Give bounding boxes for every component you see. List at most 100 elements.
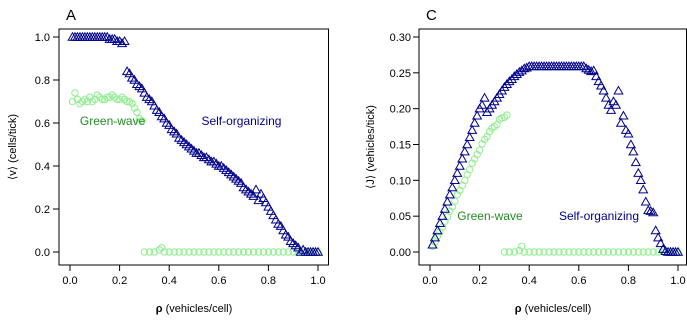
circle-point: [565, 248, 573, 256]
circle-point: [585, 248, 593, 256]
y-axis-label: ⟨v⟩ (cells/tick): [7, 114, 19, 180]
y-tick-label: 0.30: [390, 32, 411, 44]
triangle-point: [645, 205, 656, 215]
series-self-organizing: [427, 61, 684, 256]
x-tick-label: 0.4: [522, 275, 537, 287]
circle-point: [475, 146, 484, 154]
y-tick-label: 0.2: [35, 204, 50, 216]
panel-label: C: [426, 7, 437, 24]
x-tick-label: 1.0: [670, 275, 685, 287]
triangle-point: [288, 238, 299, 248]
triangle-point: [208, 156, 220, 166]
circle-point: [644, 248, 652, 256]
triangle-point: [625, 139, 637, 149]
triangle-point: [476, 99, 488, 109]
circle-point: [195, 248, 203, 256]
circle-point: [105, 93, 114, 101]
triangle-point: [586, 66, 597, 76]
circle-point: [594, 248, 603, 256]
circle-point: [91, 95, 99, 104]
triangle-point: [439, 203, 451, 213]
panel-a: A 0.0 0.2 0.4 0.6 0.8 1.0 0.0 0.2 0.4 0.6 0.8 1.0 ρ (…: [7, 7, 329, 315]
triangle-point: [270, 214, 282, 224]
triangle-point: [129, 74, 140, 84]
x-tick-label: 0.8: [621, 275, 636, 287]
triangle-point: [605, 104, 617, 114]
circle-point: [88, 97, 97, 106]
triangle-point: [164, 119, 175, 129]
triangle-point: [250, 184, 262, 194]
triangle-point: [479, 92, 490, 102]
circle-point: [123, 97, 131, 106]
triangle-point: [578, 61, 589, 71]
circle-point: [609, 248, 618, 256]
y-tick-label: 0.20: [390, 104, 411, 116]
triangle-point: [583, 64, 594, 74]
circle-point: [138, 117, 146, 125]
triangle-point: [295, 246, 306, 256]
triangle-point: [655, 238, 666, 248]
triangle-point: [499, 81, 510, 91]
circle-point: [525, 248, 533, 256]
triangle-point: [588, 65, 599, 75]
circle-point: [580, 248, 588, 256]
y-axis-label: ⟨J⟩ (vehicles/tick): [365, 105, 377, 189]
circle-point: [503, 111, 511, 119]
circle-point: [279, 248, 287, 256]
triangle-point: [429, 232, 441, 242]
circle-point: [81, 95, 89, 104]
circle-point: [639, 248, 647, 256]
circle-point: [220, 248, 228, 256]
circle-point: [478, 140, 486, 148]
circle-point: [239, 248, 248, 256]
circle-point: [254, 248, 263, 256]
y-tick-label: 0.0: [35, 247, 50, 259]
triangle-point: [168, 126, 180, 136]
triangle-point: [290, 240, 301, 250]
triangle-point: [193, 147, 205, 157]
series-label: Self-organizing: [559, 209, 639, 223]
circle-point: [130, 104, 139, 112]
circle-point: [510, 248, 519, 256]
triangle-point: [265, 205, 277, 215]
y-tick-label: 0.10: [390, 175, 411, 187]
x-tick-label: 0.6: [571, 275, 586, 287]
triangle-point: [442, 196, 453, 206]
triangle-point: [154, 106, 165, 116]
circle-point: [545, 248, 553, 256]
series-green-wave: [68, 89, 322, 256]
triangle-point: [449, 175, 460, 185]
circle-point: [555, 248, 563, 256]
circle-point: [229, 248, 238, 256]
circle-point: [465, 165, 474, 174]
triangle-point: [640, 196, 651, 206]
triangle-point: [156, 111, 167, 121]
circle-point: [150, 248, 159, 256]
circle-point: [73, 95, 82, 104]
y-tick-label: 0.8: [35, 75, 50, 87]
circle-point: [225, 248, 233, 256]
triangle-point: [633, 167, 644, 177]
triangle-point: [432, 225, 443, 235]
triangle-point: [233, 175, 244, 185]
triangle-point: [469, 117, 480, 127]
triangle-point: [176, 134, 187, 144]
triangle-point: [643, 205, 654, 215]
triangle-point: [437, 210, 448, 220]
circle-point: [133, 108, 141, 116]
triangle-point: [623, 128, 634, 138]
panel-c: C 0.0 0.2 0.4 0.6 0.8 1.0 0.00 0.05 0.10 0.15 0.20 0…: [365, 7, 687, 315]
circle-point: [210, 248, 218, 256]
y-tick-label: 0.15: [390, 140, 411, 152]
triangle-point: [149, 100, 160, 110]
circle-point: [490, 122, 499, 131]
triangle-point: [260, 197, 272, 207]
y-tick-label: 0.00: [390, 247, 411, 259]
circle-point: [128, 99, 136, 108]
series-self-organizing: [67, 31, 324, 256]
circle-point: [76, 99, 84, 108]
y-tick-label: 0.4: [35, 161, 50, 173]
circle-point: [649, 248, 657, 256]
triangle-point: [131, 78, 143, 89]
